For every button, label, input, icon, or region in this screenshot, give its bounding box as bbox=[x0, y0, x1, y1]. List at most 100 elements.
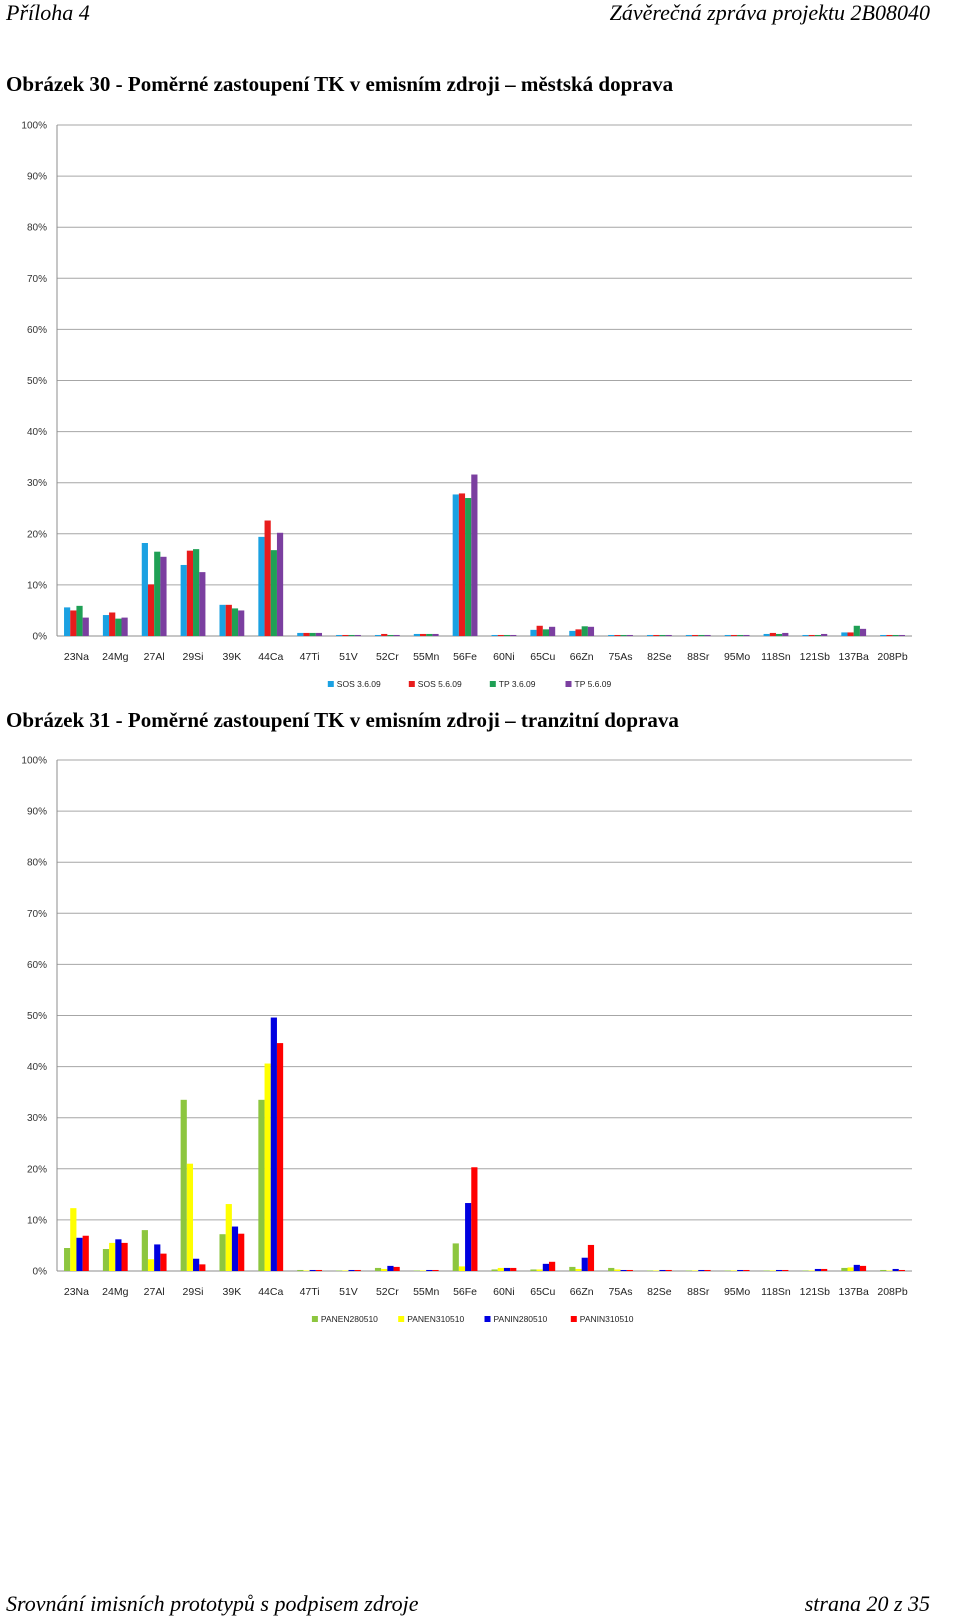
bar bbox=[336, 634, 343, 636]
bar bbox=[808, 1270, 815, 1271]
bar bbox=[381, 1268, 388, 1271]
bar bbox=[587, 1244, 595, 1271]
x-category-label: 88Sr bbox=[687, 651, 710, 663]
bar bbox=[64, 1248, 71, 1271]
bar bbox=[374, 1267, 382, 1271]
bar bbox=[82, 617, 89, 636]
x-category-label: 24Mg bbox=[102, 1286, 128, 1298]
bar bbox=[381, 633, 388, 636]
x-category-label: 65Cu bbox=[530, 651, 555, 663]
bar bbox=[225, 604, 232, 636]
bar bbox=[276, 1043, 284, 1271]
bar bbox=[465, 1203, 472, 1271]
x-category-label: 95Mo bbox=[724, 651, 750, 663]
y-tick-label: 80% bbox=[27, 858, 47, 869]
bar bbox=[769, 632, 776, 636]
x-category-label: 75As bbox=[609, 1286, 633, 1298]
x-category-label: 208Pb bbox=[877, 1286, 908, 1298]
x-category-label: 44Ca bbox=[258, 1286, 283, 1298]
x-category-label: 118Sn bbox=[761, 651, 791, 663]
bar bbox=[276, 532, 284, 636]
y-tick-label: 10% bbox=[27, 1215, 47, 1226]
legend-swatch bbox=[484, 1316, 491, 1322]
legend-swatch bbox=[408, 681, 415, 687]
y-tick-label: 10% bbox=[27, 580, 47, 591]
bar bbox=[297, 1269, 304, 1271]
x-category-label: 88Sr bbox=[687, 1286, 710, 1298]
bar bbox=[841, 632, 848, 636]
x-category-label: 51V bbox=[339, 651, 358, 663]
bar bbox=[503, 1267, 511, 1271]
figure-30-bar-chart: 0% 10% 20% 30% 40% 50% 60% 70% 80% 90% 100% 23Na 24M… bbox=[21, 121, 912, 689]
y-tick-label: 60% bbox=[27, 960, 47, 971]
bar bbox=[231, 1226, 239, 1271]
bar bbox=[743, 1269, 750, 1271]
x-category-label: 52Cr bbox=[376, 1286, 399, 1298]
bar bbox=[730, 1270, 738, 1271]
bar bbox=[193, 549, 200, 636]
x-category-label: 27Al bbox=[144, 651, 165, 663]
bar bbox=[782, 1269, 789, 1271]
x-category-label: 121Sb bbox=[800, 1286, 831, 1298]
x-category-label: 29Si bbox=[183, 1286, 204, 1298]
bar bbox=[303, 632, 310, 636]
figure-30-caption: Obrázek 30 - Poměrné zastoupení TK v emi… bbox=[6, 72, 674, 96]
bar bbox=[102, 615, 110, 636]
bar bbox=[336, 1270, 343, 1271]
x-category-label: 56Fe bbox=[453, 1286, 477, 1298]
bar bbox=[180, 564, 187, 636]
y-tick-label: 50% bbox=[27, 376, 47, 387]
x-category-label: 65Cu bbox=[530, 1286, 555, 1298]
bar bbox=[503, 634, 511, 636]
legend-label: TP 5.6.09 bbox=[575, 679, 612, 689]
bar bbox=[730, 634, 738, 636]
y-tick-label: 80% bbox=[27, 223, 47, 234]
y-tick-label: 20% bbox=[27, 1164, 47, 1175]
bar bbox=[608, 634, 615, 636]
bar bbox=[575, 629, 582, 636]
x-category-label: 82Se bbox=[647, 1286, 672, 1298]
bar bbox=[542, 1263, 549, 1271]
bar bbox=[270, 550, 277, 636]
bar bbox=[160, 556, 167, 636]
y-tick-label: 20% bbox=[27, 529, 47, 540]
x-category-label: 208Pb bbox=[877, 651, 908, 663]
bar bbox=[542, 629, 549, 636]
bar bbox=[737, 1269, 744, 1271]
bar bbox=[70, 610, 77, 636]
bar bbox=[413, 1270, 421, 1271]
bar bbox=[387, 1265, 394, 1271]
bar bbox=[413, 633, 421, 636]
x-category-label: 60Ni bbox=[493, 651, 515, 663]
bar bbox=[821, 633, 828, 636]
bar bbox=[387, 634, 394, 636]
bar bbox=[238, 610, 245, 636]
y-tick-label: 70% bbox=[27, 274, 47, 285]
bar bbox=[886, 1270, 893, 1271]
bar bbox=[432, 633, 439, 636]
bar bbox=[587, 626, 595, 636]
bar bbox=[393, 634, 400, 636]
bar bbox=[698, 1269, 705, 1271]
bar bbox=[775, 633, 783, 636]
y-tick-label: 30% bbox=[27, 1113, 47, 1124]
y-tick-label: 90% bbox=[27, 807, 47, 818]
x-category-label: 55Mn bbox=[413, 1286, 439, 1298]
bar bbox=[121, 617, 128, 636]
bar bbox=[510, 1267, 517, 1271]
y-tick-label: 40% bbox=[27, 427, 47, 438]
bar bbox=[115, 1239, 122, 1271]
bar bbox=[452, 1243, 459, 1271]
bar bbox=[814, 634, 822, 636]
bar bbox=[569, 630, 576, 636]
y-tick-label: 40% bbox=[27, 1062, 47, 1073]
legend-label: PANIN280510 bbox=[494, 1314, 548, 1324]
bar bbox=[160, 1253, 167, 1271]
bar bbox=[853, 1264, 860, 1271]
bar bbox=[465, 498, 472, 636]
bar bbox=[620, 634, 627, 636]
x-category-label: 52Cr bbox=[376, 651, 399, 663]
bar bbox=[841, 1267, 848, 1271]
x-category-label: 66Zn bbox=[570, 1286, 594, 1298]
y-tick-label: 60% bbox=[27, 325, 47, 336]
